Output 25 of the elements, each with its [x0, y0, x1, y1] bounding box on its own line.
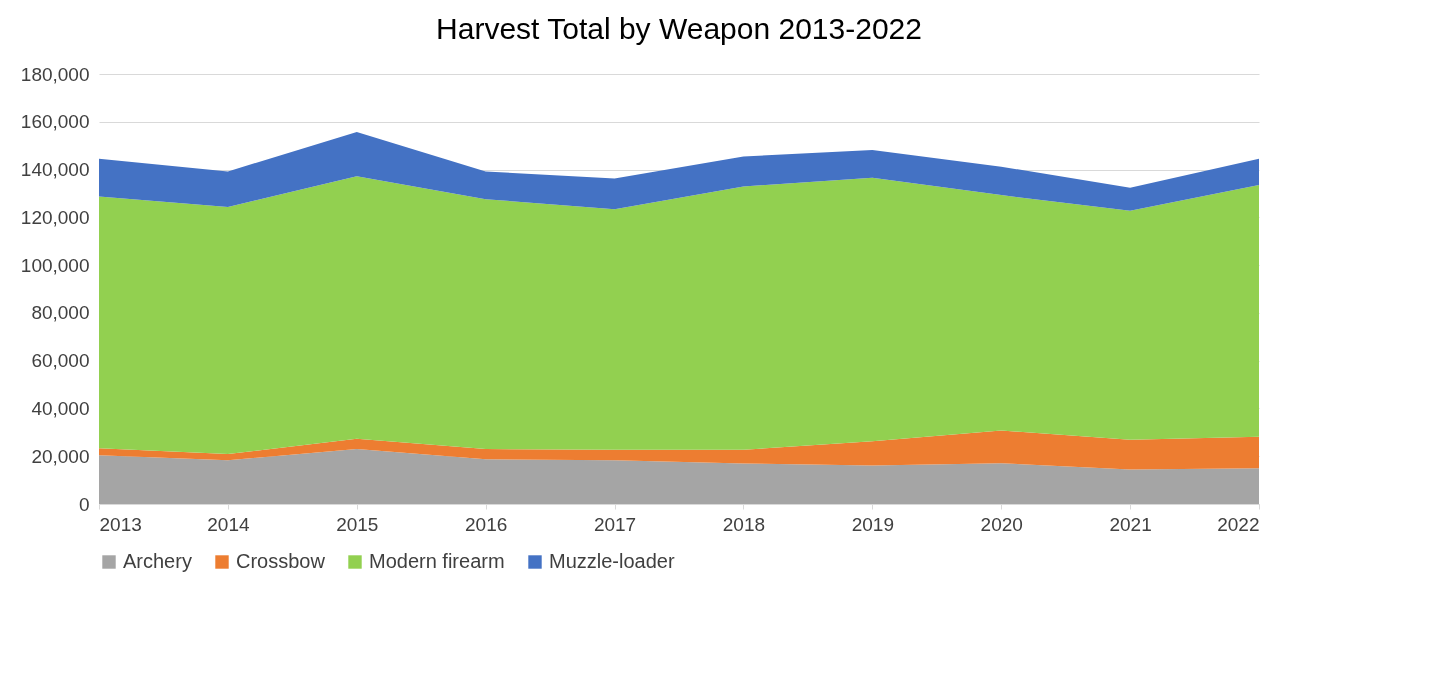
chart-title: Harvest Total by Weapon 2013-2022 [436, 12, 922, 45]
x-tick-label: 2021 [1109, 513, 1152, 535]
x-tick-label: 2018 [722, 513, 766, 535]
legend-label: Archery [123, 550, 192, 572]
x-tick-label: 2019 [851, 513, 894, 535]
y-tick-label: 180,000 [20, 63, 90, 85]
y-tick-label: 0 [78, 493, 90, 515]
x-tick-label: 2022 [1217, 513, 1260, 535]
y-tick-label: 60,000 [31, 350, 90, 372]
y-tick-label: 100,000 [20, 254, 90, 276]
legend-label: Modern firearm [369, 550, 505, 572]
y-tick-label: 80,000 [31, 302, 90, 324]
y-tick-label: 120,000 [20, 206, 90, 228]
y-tick-label: 20,000 [31, 445, 90, 467]
legend-label: Crossbow [236, 550, 326, 572]
x-tick-label: 2016 [465, 513, 508, 535]
y-tick-label: 160,000 [20, 111, 90, 133]
x-tick-label: 2013 [99, 513, 142, 535]
x-tick-label: 2017 [593, 513, 637, 535]
x-tick-label: 2014 [207, 513, 250, 535]
x-tick-label: 2015 [336, 513, 379, 535]
y-tick-label: 40,000 [31, 397, 90, 419]
y-tick-label: 140,000 [20, 159, 90, 181]
x-tick-label: 2020 [980, 513, 1023, 535]
legend-label: Muzzle-loader [549, 550, 675, 572]
